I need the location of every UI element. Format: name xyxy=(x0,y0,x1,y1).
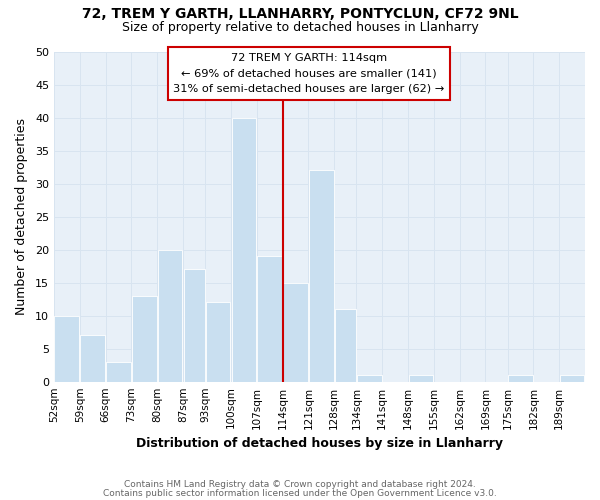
Bar xyxy=(508,375,533,382)
X-axis label: Distribution of detached houses by size in Llanharry: Distribution of detached houses by size … xyxy=(136,437,503,450)
Bar xyxy=(55,316,79,382)
Bar xyxy=(184,270,205,382)
Bar xyxy=(257,256,282,382)
Bar xyxy=(357,375,382,382)
Bar xyxy=(80,336,105,382)
Bar xyxy=(335,309,356,382)
Bar xyxy=(283,282,308,382)
Bar xyxy=(158,250,182,382)
Text: Contains public sector information licensed under the Open Government Licence v3: Contains public sector information licen… xyxy=(103,488,497,498)
Text: Size of property relative to detached houses in Llanharry: Size of property relative to detached ho… xyxy=(122,21,478,34)
Bar xyxy=(106,362,131,382)
Bar xyxy=(132,296,157,382)
Bar xyxy=(206,302,230,382)
Y-axis label: Number of detached properties: Number of detached properties xyxy=(15,118,28,315)
Text: Contains HM Land Registry data © Crown copyright and database right 2024.: Contains HM Land Registry data © Crown c… xyxy=(124,480,476,489)
Bar xyxy=(232,118,256,382)
Bar xyxy=(309,170,334,382)
Text: 72, TREM Y GARTH, LLANHARRY, PONTYCLUN, CF72 9NL: 72, TREM Y GARTH, LLANHARRY, PONTYCLUN, … xyxy=(82,8,518,22)
Bar xyxy=(560,375,584,382)
Text: 72 TREM Y GARTH: 114sqm
← 69% of detached houses are smaller (141)
31% of semi-d: 72 TREM Y GARTH: 114sqm ← 69% of detache… xyxy=(173,53,445,94)
Bar xyxy=(409,375,433,382)
